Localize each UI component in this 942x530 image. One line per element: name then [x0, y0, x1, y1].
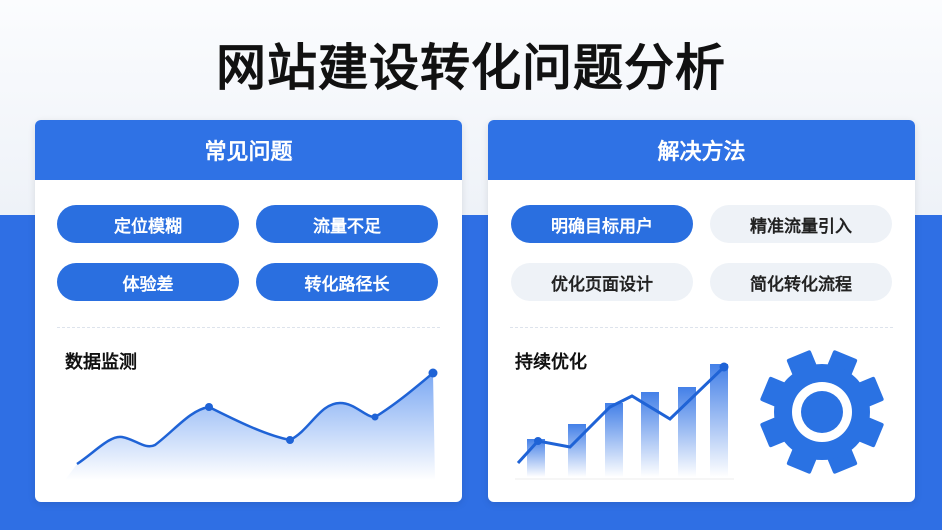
problem-pill[interactable]: 体验差	[57, 263, 239, 301]
area-fill	[65, 373, 435, 480]
data-point	[286, 436, 294, 444]
optimization-title: 持续优化	[515, 352, 587, 373]
solutions-card: 解决方法 明确目标用户 精准流量引入 优化页面设计 简化转化流程 持续优化	[488, 120, 915, 502]
solution-pill[interactable]: 明确目标用户	[511, 205, 693, 243]
monitoring-title: 数据监测	[65, 352, 137, 373]
data-point	[534, 437, 542, 445]
monitoring-line-chart	[65, 368, 438, 480]
gear-icon	[760, 350, 884, 474]
problem-pill[interactable]: 流量不足	[256, 205, 438, 243]
divider	[510, 327, 893, 328]
problem-pill[interactable]: 定位模糊	[57, 205, 239, 243]
data-point	[719, 362, 729, 372]
problems-header: 常见问题	[35, 120, 462, 180]
bar	[710, 364, 728, 477]
optimization-chart	[515, 350, 884, 480]
data-point	[428, 368, 438, 378]
problem-pill[interactable]: 转化路径长	[256, 263, 438, 301]
solution-pill[interactable]: 简化转化流程	[710, 263, 892, 301]
solutions-header: 解决方法	[488, 120, 915, 180]
data-point	[371, 413, 379, 421]
divider	[57, 327, 440, 328]
solution-pill[interactable]: 优化页面设计	[511, 263, 693, 301]
data-point	[205, 403, 213, 411]
solution-pill[interactable]: 精准流量引入	[710, 205, 892, 243]
bar	[678, 387, 696, 477]
bar	[605, 403, 623, 477]
bar	[641, 392, 659, 477]
page-title: 网站建设转化问题分析	[216, 39, 726, 97]
problems-card: 常见问题 定位模糊 流量不足 体验差 转化路径长 数据监测	[35, 120, 462, 502]
